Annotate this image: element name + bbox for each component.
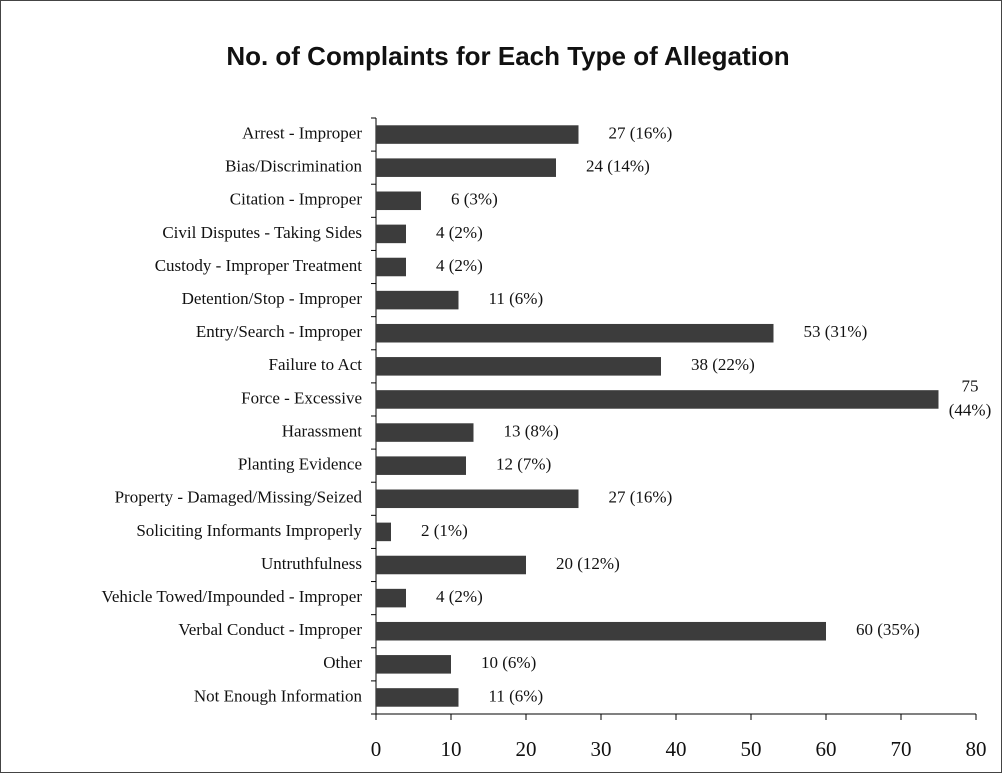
- category-label: Planting Evidence: [238, 455, 362, 474]
- bar: [376, 456, 466, 475]
- value-label: 11 (6%): [489, 289, 544, 308]
- x-tick-label: 60: [816, 737, 837, 761]
- bar: [376, 555, 526, 575]
- value-label: 13 (8%): [504, 421, 559, 440]
- category-label: Verbal Conduct - Improper: [178, 620, 362, 639]
- bar: [376, 158, 556, 177]
- category-label: Arrest - Improper: [242, 123, 362, 142]
- value-label: 24 (14%): [586, 157, 650, 176]
- x-tick-label: 0: [371, 737, 382, 761]
- value-label: 60 (35%): [856, 620, 920, 639]
- category-label: Entry/Search - Improper: [196, 322, 362, 341]
- bar: [376, 290, 459, 310]
- value-label: 4 (2%): [436, 223, 483, 242]
- value-label: 20 (12%): [556, 554, 620, 573]
- category-label: Bias/Discrimination: [225, 157, 362, 176]
- value-label: 4 (2%): [436, 256, 483, 275]
- category-label: Citation - Improper: [230, 190, 363, 209]
- category-label: Failure to Act: [269, 355, 363, 374]
- bar: [376, 588, 406, 608]
- category-label: Force - Excessive: [241, 388, 362, 407]
- bar: [376, 357, 661, 376]
- x-tick-label: 10: [441, 737, 462, 761]
- bar: [376, 621, 826, 641]
- bar: [376, 655, 451, 674]
- value-label: 53 (31%): [804, 322, 868, 341]
- bar: [376, 423, 474, 442]
- value-label: 27 (16%): [609, 123, 673, 142]
- x-tick-label: 20: [516, 737, 537, 761]
- category-label: Property - Damaged/Missing/Seized: [115, 488, 363, 507]
- value-label: 75 (44%): [949, 376, 991, 419]
- bar: [376, 323, 774, 343]
- value-label: 10 (6%): [481, 653, 536, 672]
- x-tick-label: 70: [891, 737, 912, 761]
- value-label: 4 (2%): [436, 587, 483, 606]
- x-tick-label: 50: [741, 737, 762, 761]
- category-label: Not Enough Information: [194, 686, 363, 705]
- bar: [376, 125, 579, 144]
- category-label: Soliciting Informants Improperly: [136, 521, 362, 540]
- bar: [376, 224, 406, 244]
- value-label: 27 (16%): [609, 488, 673, 507]
- bar: [376, 489, 579, 509]
- category-label: Untruthfulness: [261, 554, 362, 573]
- chart-title: No. of Complaints for Each Type of Alleg…: [226, 41, 789, 71]
- category-label: Other: [323, 653, 362, 672]
- category-label: Civil Disputes - Taking Sides: [162, 223, 362, 242]
- category-label: Harassment: [282, 421, 363, 440]
- category-label: Vehicle Towed/Impounded - Improper: [101, 587, 362, 606]
- value-label: 11 (6%): [489, 686, 544, 705]
- bar: [376, 257, 406, 277]
- bar: [376, 688, 459, 707]
- value-label: 2 (1%): [421, 521, 468, 540]
- bar: [376, 191, 421, 211]
- bar: [376, 390, 939, 409]
- x-tick-label: 40: [666, 737, 687, 761]
- category-label: Custody - Improper Treatment: [155, 256, 363, 275]
- value-label: 6 (3%): [451, 190, 498, 209]
- category-label: Detention/Stop - Improper: [182, 289, 363, 308]
- value-label: 12 (7%): [496, 455, 551, 474]
- bar: [376, 522, 391, 542]
- x-tick-label: 30: [591, 737, 612, 761]
- x-tick-label: 80: [966, 737, 987, 761]
- value-label: 38 (22%): [691, 355, 755, 374]
